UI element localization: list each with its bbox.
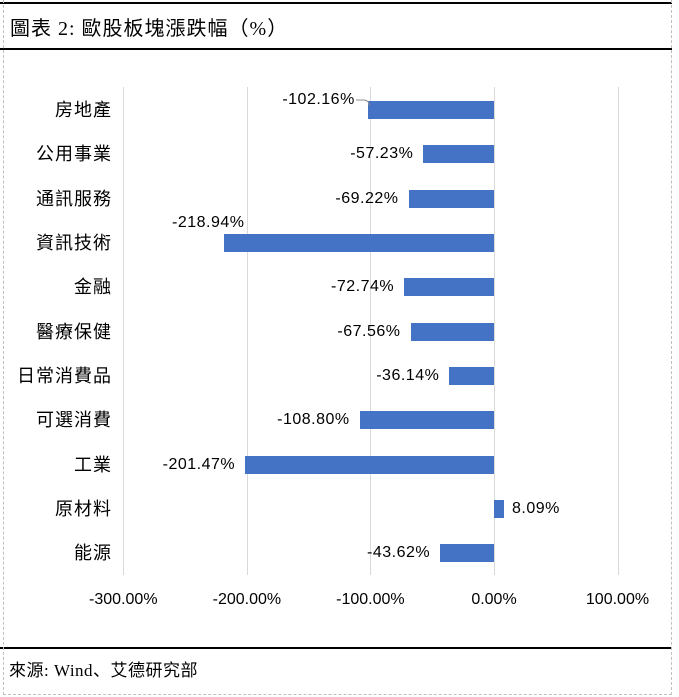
chart-bar [423,145,494,164]
x-axis-tick-label: -100.00% [336,591,405,608]
chart-bar [359,411,494,430]
category-label: 可選消費 [36,410,112,431]
chart-bar [245,455,494,474]
gridline [617,87,619,575]
category-label: 日常消費品 [17,366,112,386]
gridline [123,87,125,575]
value-label: -69.22% [335,189,399,207]
chart-bar [494,500,504,518]
x-axis-tick-label: -300.00% [89,591,158,608]
chart-bar [223,234,494,252]
value-label: -43.62% [367,544,431,562]
chart-bar [408,189,494,208]
value-label: -102.16% [282,91,355,108]
category-label: 醫療保健 [36,321,112,342]
x-axis-tick-label: -200.00% [212,591,282,608]
category-label: 原材料 [55,499,112,519]
category-label: 公用事業 [36,144,112,165]
chart-bar [367,101,494,119]
category-label: 資訊技術 [36,233,112,253]
value-label: -108.80% [277,411,350,429]
leader-line [355,96,372,117]
x-axis-tick-label: 0.00% [471,591,517,608]
category-label: 工業 [74,454,112,475]
category-label: 能源 [74,543,112,564]
value-label: -57.23% [350,145,414,163]
footer-divider [0,647,672,649]
source-note: 來源: Wind、艾德研究部 [9,661,199,680]
figure-title-bar: 圖表 2: 歐股板塊漲跌幅（%） [0,2,672,50]
gridline [246,87,248,575]
value-label: 8.09% [512,500,560,517]
gridline [494,87,495,575]
chart-bar [404,278,494,297]
category-label: 通訊服務 [36,188,112,209]
value-label: -201.47% [162,455,236,473]
gridline [370,87,372,575]
category-label: 房地產 [55,100,112,120]
value-label: -67.56% [337,322,401,340]
chart-bar [410,322,494,341]
figure-title: 圖表 2: 歐股板塊漲跌幅（%） [10,17,289,40]
chart-bar [440,544,494,563]
category-label: 金融 [74,277,112,298]
chart-bar [449,367,494,385]
value-label: -36.14% [376,367,440,384]
value-label: -218.94% [172,214,245,231]
value-label: -72.74% [331,278,395,296]
x-axis-tick-label: 100.00% [585,591,650,608]
